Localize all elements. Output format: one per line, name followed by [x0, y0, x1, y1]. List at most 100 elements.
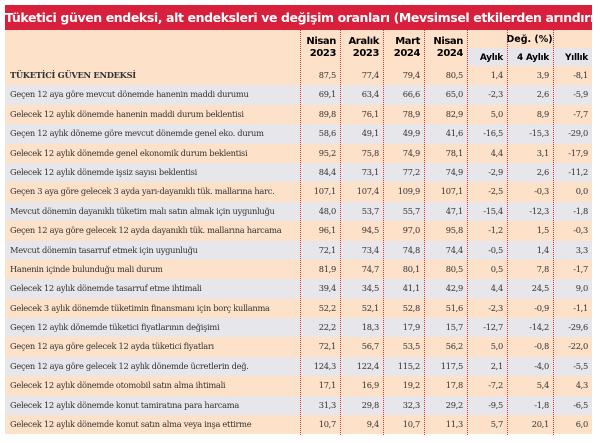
cell-value: 73,4: [361, 244, 380, 255]
cell-value: 4,4: [490, 283, 504, 294]
cell-value: 8,9: [536, 108, 550, 119]
row-label: Gelecek 12 aylık dönemde hanenin maddi d…: [10, 108, 244, 119]
cell-value: 3,3: [575, 244, 589, 255]
cell-value: 58,6: [318, 128, 337, 139]
cell-value: 3,9: [536, 70, 550, 80]
cell-value: 39,4: [318, 283, 337, 294]
cell-value: 65,0: [445, 89, 464, 100]
table-row: Geçen 12 aya göre gelecek 12 ayda tüketi…: [5, 337, 592, 357]
cell-value: 32,3: [402, 399, 421, 410]
cell-value: 56,7: [361, 341, 380, 352]
cell-value: -14,2: [529, 322, 549, 333]
table-row: TÜKETİCİ GÜVEN ENDEKSİ 87,5 77,4 79,4 80,5 1,…: [5, 66, 592, 86]
table-row: Gelecek 12 aylık dönemde otomobil satın …: [5, 376, 592, 396]
cell-value: 2,1: [490, 360, 504, 371]
table-row: Geçen 3 aya göre gelecek 3 ayda yarı-day…: [5, 182, 592, 202]
cell-value: 4,4: [490, 147, 504, 158]
change-column-header: Yıllık: [564, 53, 588, 63]
table-row: Gelecek 12 aylık dönemde işsiz sayısı be…: [5, 162, 592, 183]
column-divider: [383, 30, 384, 435]
cell-value: 29,8: [361, 399, 380, 410]
cell-value: -0,3: [534, 186, 549, 197]
column-header-year: 2024: [436, 48, 464, 59]
cell-value: 52,8: [402, 302, 421, 313]
table-row: Gelecek 12 aylık dönemde genel ekonomik …: [5, 143, 592, 163]
cell-value: -8,1: [573, 70, 588, 80]
cell-value: 0,0: [575, 186, 589, 197]
cell-value: 74,8: [402, 244, 421, 255]
column-header-year: 2023: [352, 48, 380, 59]
cell-value: 77,2: [402, 166, 421, 177]
cell-value: -1,1: [573, 302, 588, 313]
column-header: Nisan 2024: [424, 36, 463, 60]
cell-value: 107,1: [440, 186, 464, 197]
row-label: Geçen 12 aylık döneme göre mevcut dönemd…: [10, 128, 264, 139]
cell-value: 16,9: [361, 380, 380, 391]
cell-value: 78,9: [402, 108, 421, 119]
cell-value: 72,1: [318, 341, 337, 352]
cell-value: -9,5: [488, 399, 503, 410]
cell-value: -7,2: [488, 380, 503, 391]
cell-value: -5,9: [573, 89, 588, 100]
cell-value: -11,2: [568, 166, 588, 177]
cell-value: 95,8: [445, 225, 464, 236]
row-label: Mevcut dönemin dayanıklı tüketim malı sa…: [10, 205, 275, 216]
table-row: Gelecek 12 aylık dönemde konut satın alm…: [5, 415, 592, 435]
cell-value: 95,2: [318, 147, 337, 158]
cell-value: 1,5: [536, 225, 550, 236]
table-title: Tüketici güven endeksi, alt endeksleri v…: [5, 5, 600, 30]
table-row: Geçen 12 aya göre mevcut dönemde hanenin…: [5, 85, 592, 105]
table-row: Geçen 12 aylık döneme göre mevcut dönemd…: [5, 124, 592, 144]
cell-value: 9,0: [575, 283, 589, 294]
cell-value: 74,9: [445, 166, 464, 177]
cell-value: 96,1: [318, 225, 337, 236]
cell-value: 41,1: [402, 283, 421, 294]
cell-value: -2,5: [488, 186, 503, 197]
column-header-month: Mart: [395, 36, 420, 47]
cell-value: 20,1: [531, 419, 550, 430]
column-divider: [467, 30, 468, 435]
cell-value: -0,5: [488, 244, 503, 255]
cell-value: 94,5: [361, 225, 380, 236]
cell-value: 72,1: [318, 244, 337, 255]
cell-value: -1,8: [534, 399, 549, 410]
table-row: Gelecek 12 aylık dönemde konut tamiratın…: [5, 395, 592, 416]
cell-value: -6,5: [573, 399, 588, 410]
cell-value: 52,1: [361, 302, 380, 313]
table-row: Geçen 12 aylık dönemde tüketici fiyatlar…: [5, 318, 592, 338]
cell-value: 1,4: [536, 244, 550, 255]
cell-value: 122,4: [356, 360, 380, 371]
cell-value: -12,3: [529, 205, 549, 216]
cell-value: -12,7: [483, 322, 503, 333]
cell-value: -29,6: [568, 322, 588, 333]
cell-value: -0,3: [573, 225, 588, 236]
cell-value: 17,8: [445, 380, 464, 391]
row-label: Gelecek 12 aylık dönemde işsiz sayısı be…: [10, 166, 197, 177]
cell-value: -17,9: [568, 147, 588, 158]
cell-value: 5,4: [536, 380, 550, 391]
cell-value: -29,0: [568, 128, 588, 139]
cell-value: 79,4: [402, 70, 421, 80]
cell-value: 76,1: [361, 108, 380, 119]
cell-value: 80,5: [445, 263, 464, 274]
cell-value: 1,4: [490, 70, 504, 80]
column-header-month: Nisan: [306, 36, 336, 47]
cell-value: -5,5: [573, 360, 588, 371]
cell-value: 74,4: [445, 244, 464, 255]
cell-value: -0,8: [534, 341, 549, 352]
cell-value: 42,9: [445, 283, 464, 294]
cell-value: 80,1: [402, 263, 421, 274]
row-label: Geçen 12 aya göre mevcut dönemde hanenin…: [10, 89, 249, 100]
cell-value: -1,7: [573, 263, 588, 274]
row-label: Hanenin içinde bulunduğu mali durum: [10, 263, 163, 274]
cell-value: 4,3: [575, 380, 589, 391]
change-column-header: Aylık: [479, 53, 503, 63]
cell-value: -15,3: [529, 128, 549, 139]
row-label: Gelecek 12 aylık dönemde genel ekonomik …: [10, 147, 248, 158]
cell-value: -2,3: [488, 302, 503, 313]
cell-value: 115,2: [397, 360, 421, 371]
cell-value: 41,6: [445, 128, 464, 139]
column-divider: [300, 30, 301, 435]
cell-value: 84,4: [318, 166, 337, 177]
cell-value: 78,1: [445, 147, 464, 158]
